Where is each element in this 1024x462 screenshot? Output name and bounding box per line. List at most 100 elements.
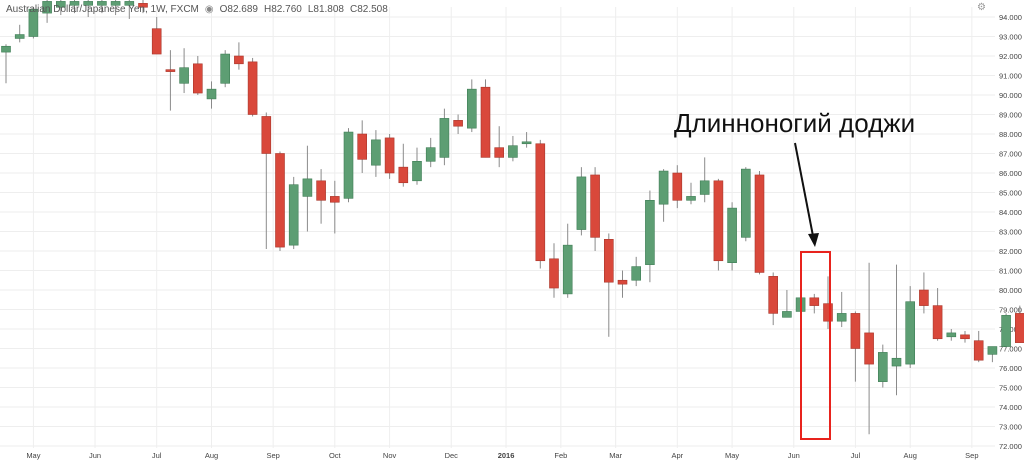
candle[interactable]: [672, 165, 683, 209]
candle[interactable]: [234, 42, 244, 70]
candle[interactable]: [302, 145, 313, 232]
candle[interactable]: [823, 276, 833, 329]
y-tick-label: 76.000: [999, 364, 1022, 373]
ohlc-open: O82.689: [219, 3, 258, 15]
candle[interactable]: [316, 169, 326, 224]
candle[interactable]: [754, 171, 765, 275]
candle[interactable]: [425, 137, 436, 168]
candle[interactable]: [398, 143, 409, 187]
candle-body-down: [480, 86, 491, 158]
y-tick-label: 85.000: [999, 189, 1022, 198]
candle-body-up: [97, 1, 107, 6]
candle[interactable]: [699, 157, 710, 203]
candle[interactable]: [919, 272, 929, 314]
candle[interactable]: [864, 262, 874, 435]
y-tick-label: 94.000: [999, 13, 1022, 22]
candle-body-up: [28, 8, 39, 37]
candle[interactable]: [110, 0, 121, 16]
candle-body-up: [466, 88, 477, 129]
candle[interactable]: [645, 190, 655, 283]
candle[interactable]: [371, 130, 381, 177]
candle[interactable]: [193, 56, 203, 95]
eye-icon[interactable]: ◉: [204, 3, 214, 15]
candle[interactable]: [809, 293, 820, 314]
candle[interactable]: [165, 50, 176, 111]
candle[interactable]: [686, 182, 696, 205]
candle[interactable]: [480, 79, 491, 158]
candle[interactable]: [14, 24, 25, 43]
arrow-head: [808, 233, 819, 247]
candle[interactable]: [55, 0, 66, 16]
candle[interactable]: [850, 311, 861, 382]
candle-body-up: [110, 1, 121, 6]
candle-body-up: [727, 207, 737, 264]
candle[interactable]: [329, 180, 340, 234]
candle[interactable]: [932, 288, 943, 341]
candle[interactable]: [412, 147, 422, 185]
candle[interactable]: [521, 132, 532, 148]
candle-body-down: [329, 196, 340, 203]
candle[interactable]: [713, 178, 724, 271]
y-tick-label: 91.000: [999, 72, 1022, 81]
candle[interactable]: [508, 135, 518, 162]
candle[interactable]: [343, 128, 354, 203]
candle[interactable]: [549, 243, 559, 298]
annotation-arrow: [794, 142, 814, 237]
candle[interactable]: [151, 17, 162, 55]
candle[interactable]: [247, 57, 258, 117]
candle[interactable]: [179, 48, 189, 94]
candle[interactable]: [617, 270, 628, 298]
candle[interactable]: [1014, 305, 1024, 343]
candle[interactable]: [220, 50, 230, 88]
candle[interactable]: [891, 264, 902, 396]
candle[interactable]: [946, 329, 957, 341]
candle[interactable]: [275, 151, 285, 251]
candle[interactable]: [631, 256, 642, 287]
candle[interactable]: [494, 126, 505, 168]
candle[interactable]: [124, 0, 135, 19]
candle[interactable]: [261, 112, 272, 250]
candle[interactable]: [960, 330, 970, 343]
candle[interactable]: [877, 344, 888, 388]
candle-body-up: [699, 180, 710, 195]
x-tick-label: Oct: [329, 451, 342, 460]
candle[interactable]: [836, 291, 847, 328]
candle[interactable]: [768, 272, 779, 326]
candle[interactable]: [453, 114, 463, 135]
candle[interactable]: [69, 0, 80, 14]
candle[interactable]: [42, 0, 52, 23]
candle[interactable]: [439, 108, 450, 166]
candle[interactable]: [727, 202, 737, 271]
candle[interactable]: [782, 290, 792, 318]
candle[interactable]: [987, 346, 998, 363]
candle[interactable]: [28, 7, 39, 39]
candle[interactable]: [1, 44, 11, 84]
candle[interactable]: [658, 169, 669, 222]
candle[interactable]: [466, 79, 477, 133]
gear-icon[interactable]: ⚙: [977, 2, 986, 13]
candle-body-down: [919, 289, 929, 306]
candle[interactable]: [97, 0, 107, 14]
candle-body-down: [864, 332, 874, 365]
candle[interactable]: [603, 233, 614, 337]
candle[interactable]: [206, 81, 217, 109]
candle[interactable]: [83, 0, 93, 17]
candle[interactable]: [535, 139, 546, 269]
candle[interactable]: [740, 167, 751, 242]
candle[interactable]: [1001, 313, 1011, 349]
candle[interactable]: [905, 286, 916, 368]
candle[interactable]: [138, 0, 148, 14]
y-tick-label: 77.000: [999, 345, 1022, 354]
candle-body-down: [151, 28, 162, 55]
candle[interactable]: [973, 330, 984, 363]
candle[interactable]: [590, 167, 600, 251]
candle[interactable]: [288, 176, 299, 250]
candle-body-up: [631, 266, 642, 281]
candle[interactable]: [562, 223, 573, 298]
candle[interactable]: [384, 134, 395, 179]
candle[interactable]: [576, 167, 587, 236]
candle[interactable]: [357, 120, 368, 173]
y-tick-label: 84.000: [999, 208, 1022, 217]
chart-header: Australian Dollar/Japanese Yen, 1W, FXCM…: [6, 2, 394, 16]
